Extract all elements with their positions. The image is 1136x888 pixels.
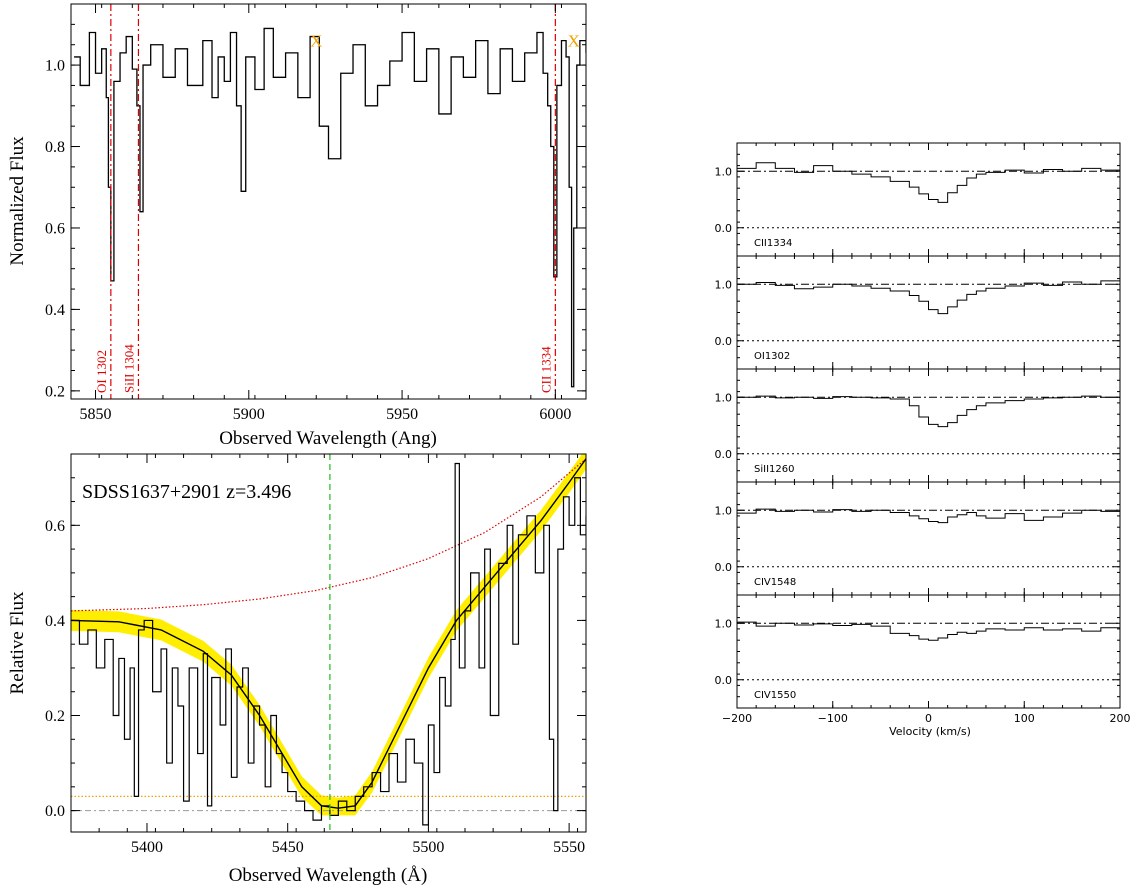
top-y-tick-label: 0.8 xyxy=(45,139,65,156)
relative-flux-panel: 5400 5450 5500 5550 0.0 0.2 0.4 0.6 SDSS1637+29… xyxy=(7,453,587,886)
fit-uncertainty-band xyxy=(71,454,586,816)
bottom-y-tick-label: 0.4 xyxy=(45,613,65,630)
top-x-tick-label: 6000 xyxy=(539,406,571,423)
velocity-y-tick-label: 0.0 xyxy=(715,335,733,348)
velocity-x-tick-label: 0 xyxy=(925,712,932,725)
velocity-y-tick-label: 1.0 xyxy=(715,278,733,291)
top-x-axis-label: Observed Wavelength (Ang) xyxy=(219,428,437,449)
ion-transition-label: CII1334 xyxy=(754,238,792,249)
velocity-panel: 0.0 1.0 SiII1260 xyxy=(715,368,1121,483)
velocity-y-tick-label: 0.0 xyxy=(715,222,733,235)
velocity-y-tick-label: 0.0 xyxy=(715,561,733,574)
velocity-y-tick-label: 1.0 xyxy=(715,617,733,630)
top-x-tick-label: 5900 xyxy=(233,406,265,423)
line-marker-label: SiII 1304 xyxy=(121,344,136,393)
velocity-profile xyxy=(737,508,1121,524)
bottom-x-axis-label: Observed Wavelength (Å) xyxy=(229,865,428,886)
cross-symbol: X xyxy=(310,32,322,51)
velocity-panels: 0.01.0CII13340.01.0OI13020.01.0SiII12600… xyxy=(715,142,1131,725)
top-y-tick-label: 0.6 xyxy=(45,221,65,238)
bottom-x-tick-label: 5400 xyxy=(131,839,163,856)
velocity-y-tick-label: 1.0 xyxy=(715,165,733,178)
bottom-series-group xyxy=(71,454,586,832)
ion-transition-label: SiII1260 xyxy=(754,464,794,475)
velocity-y-tick-label: 1.0 xyxy=(715,504,733,517)
velocity-panel: 0.0 1.0 CIV1550 xyxy=(715,594,1121,709)
velocity-panel: 0.0 1.0 CIV1548 xyxy=(715,481,1121,596)
relative-flux-plot-area xyxy=(71,454,586,832)
normalized-flux-frame xyxy=(70,3,587,400)
bottom-x-tick-label: 5550 xyxy=(553,839,585,856)
line-marker-label: CII 1334 xyxy=(538,346,553,393)
top-series-group xyxy=(74,27,586,388)
normalized-flux-panel: OI 1302 SiII 1304 CII 1334 X X 5850 5900 5950 6… xyxy=(7,3,587,449)
velocity-y-tick-label: 0.0 xyxy=(715,674,733,687)
bottom-y-axis-label: Relative Flux xyxy=(7,591,28,694)
cross-symbol: X xyxy=(568,32,580,51)
top-x-tick-label: 5850 xyxy=(80,406,112,423)
top-y-tick-label: 1.0 xyxy=(45,58,65,75)
bottom-chart-title: SDSS1637+2901 z=3.496 xyxy=(82,481,291,503)
velocity-x-tick-label: −100 xyxy=(818,712,848,725)
velocity-stack: 0.01.0CII13340.01.0OI13020.01.0SiII12600… xyxy=(715,142,1131,738)
top-x-tick-label: 5950 xyxy=(386,406,418,423)
normalized-flux-ticks: 5850 5900 5950 6000 0.2 0.4 0.6 0.8 1.0 xyxy=(45,4,586,423)
normalized-flux-plot-area: OI 1302 SiII 1304 CII 1334 X X xyxy=(74,4,586,399)
ion-transition-label: CIV1548 xyxy=(754,577,796,588)
top-y-tick-label: 0.2 xyxy=(45,383,65,400)
velocity-y-tick-label: 0.0 xyxy=(715,448,733,461)
velocity-x-tick-label: −200 xyxy=(722,712,752,725)
voigt-fit-line xyxy=(71,458,586,809)
bottom-x-tick-label: 5500 xyxy=(412,839,444,856)
line-marker-label: OI 1302 xyxy=(94,350,109,393)
bottom-y-tick-label: 0.6 xyxy=(45,518,65,535)
relative-flux-ticks: 5400 5450 5500 5550 0.0 0.2 0.4 0.6 xyxy=(45,454,586,856)
velocity-profile xyxy=(737,162,1121,203)
velocity-x-tick-label: 100 xyxy=(1014,712,1035,725)
bottom-y-tick-label: 0.2 xyxy=(45,708,65,725)
velocity-x-axis-label: Velocity (km/s) xyxy=(889,725,971,738)
ion-transition-label: OI1302 xyxy=(754,351,790,362)
bottom-x-tick-label: 5450 xyxy=(272,839,304,856)
velocity-profile xyxy=(737,395,1121,428)
velocity-x-tick-label: 200 xyxy=(1110,712,1131,725)
ion-transition-label: CIV1550 xyxy=(754,690,796,701)
bottom-y-tick-label: 0.0 xyxy=(45,803,65,820)
relative-flux-frame xyxy=(70,453,587,833)
top-y-axis-label: Normalized Flux xyxy=(7,136,28,266)
velocity-profile xyxy=(737,279,1121,315)
normalized-flux-spectrum xyxy=(74,27,586,388)
velocity-panel: 0.0 1.0 CII1334 xyxy=(715,142,1121,257)
top-y-tick-label: 0.4 xyxy=(45,302,65,319)
velocity-y-tick-label: 1.0 xyxy=(715,391,733,404)
velocity-profile xyxy=(737,621,1121,641)
